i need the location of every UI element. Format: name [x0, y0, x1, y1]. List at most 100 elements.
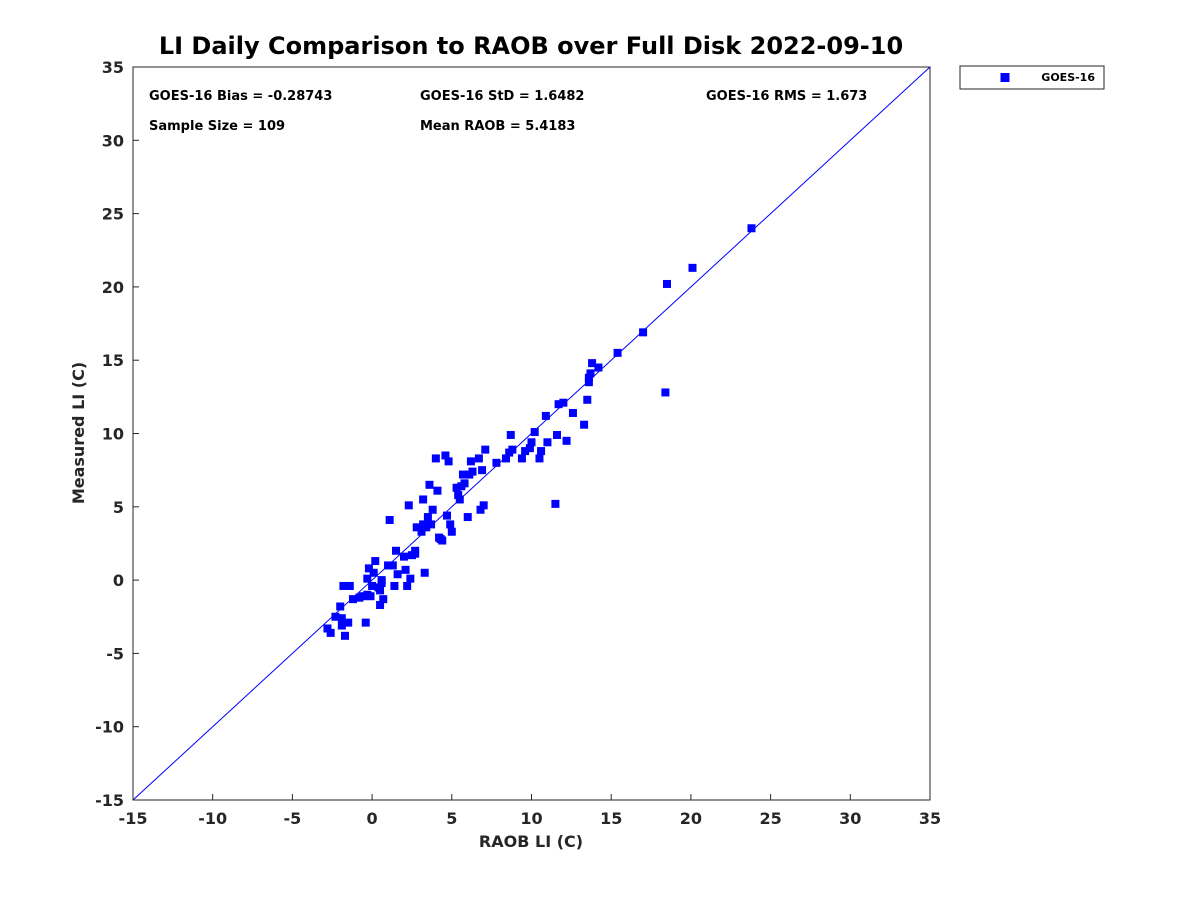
data-point	[361, 618, 370, 627]
data-point	[371, 557, 380, 566]
data-point	[364, 564, 373, 573]
data-point	[446, 520, 455, 529]
data-point	[501, 454, 510, 463]
x-tick-label: 0	[367, 809, 378, 828]
points-layer	[323, 224, 756, 640]
data-point	[463, 513, 472, 522]
data-point	[348, 595, 357, 604]
data-point	[385, 515, 394, 524]
data-point	[535, 454, 544, 463]
data-point	[404, 501, 413, 510]
data-point	[553, 430, 562, 439]
data-point	[492, 458, 501, 467]
data-point	[584, 373, 593, 382]
data-point	[444, 457, 453, 466]
data-point	[613, 348, 622, 357]
data-point	[341, 631, 350, 640]
data-point	[377, 576, 386, 585]
data-point	[458, 470, 467, 479]
data-point	[403, 581, 412, 590]
x-tick-label: 35	[919, 809, 941, 828]
data-point	[438, 536, 447, 545]
data-point	[517, 454, 526, 463]
data-point	[336, 602, 345, 611]
data-point	[345, 581, 354, 590]
stat-mean-raob: Mean RAOB = 5.4183	[420, 119, 575, 134]
data-point	[568, 408, 577, 417]
stat-bias: GOES-16 Bias = -0.28743	[149, 89, 332, 104]
stat-rms: GOES-16 RMS = 1.673	[706, 89, 867, 104]
data-point	[530, 428, 539, 437]
data-point	[639, 328, 648, 337]
data-point	[366, 592, 375, 601]
data-point	[422, 523, 431, 532]
legend-label-goes16: GOES-16	[1041, 71, 1095, 84]
y-tick-label: 35	[102, 58, 124, 77]
data-point	[594, 363, 603, 372]
data-point	[554, 400, 563, 409]
data-point	[368, 581, 377, 590]
y-tick-label: -15	[95, 791, 124, 810]
data-point	[363, 574, 372, 583]
data-point	[369, 568, 378, 577]
data-point	[337, 614, 346, 623]
data-point	[419, 495, 428, 504]
y-tick-label: 15	[102, 351, 124, 370]
y-tick-label: -5	[106, 644, 124, 663]
legend-marker	[1000, 73, 1010, 82]
data-point	[376, 601, 385, 610]
x-tick-label: -5	[284, 809, 302, 828]
data-point	[468, 467, 477, 476]
x-tick-label: 5	[446, 809, 457, 828]
data-point	[562, 436, 571, 445]
x-tick-label: 15	[600, 809, 622, 828]
data-point	[474, 454, 483, 463]
data-point	[583, 395, 592, 404]
legend-box	[959, 65, 1105, 90]
data-point	[323, 624, 332, 633]
data-point	[460, 479, 469, 488]
legend: GOES-16	[959, 65, 1105, 90]
x-tick-label: 25	[759, 809, 781, 828]
y-tick-label: 25	[102, 205, 124, 224]
y-tick-label: 10	[102, 425, 124, 444]
data-point	[412, 523, 421, 532]
data-point	[584, 378, 593, 387]
x-axis-label: RAOB LI (C)	[479, 832, 583, 851]
data-point	[588, 359, 597, 368]
data-point	[420, 568, 429, 577]
data-point	[481, 445, 490, 454]
x-tick-label: -10	[198, 809, 227, 828]
data-point	[559, 398, 568, 407]
data-point	[506, 430, 515, 439]
data-point	[384, 561, 393, 570]
data-point	[428, 505, 437, 514]
x-tick-label: -15	[119, 809, 148, 828]
data-point	[417, 527, 426, 536]
stat-std: GOES-16 StD = 1.6482	[420, 89, 584, 104]
data-point	[455, 495, 464, 504]
stat-sample-size: Sample Size = 109	[149, 119, 285, 134]
data-point	[580, 420, 589, 429]
data-point	[551, 499, 560, 508]
y-axis-label: Measured LI (C)	[69, 362, 88, 504]
data-point	[688, 263, 697, 272]
data-point	[393, 570, 402, 579]
data-point	[392, 546, 401, 555]
data-point	[466, 457, 475, 466]
data-point	[376, 586, 385, 595]
data-point	[478, 466, 487, 475]
data-point	[339, 581, 348, 590]
data-point	[447, 527, 456, 536]
data-point	[525, 444, 534, 453]
data-point	[390, 581, 399, 590]
x-tick-label: 10	[520, 809, 542, 828]
data-point	[431, 454, 440, 463]
data-point	[443, 511, 452, 520]
data-point	[326, 628, 335, 637]
data-point	[423, 513, 432, 522]
data-point	[406, 574, 415, 583]
data-point	[388, 561, 397, 570]
data-point	[427, 520, 436, 529]
